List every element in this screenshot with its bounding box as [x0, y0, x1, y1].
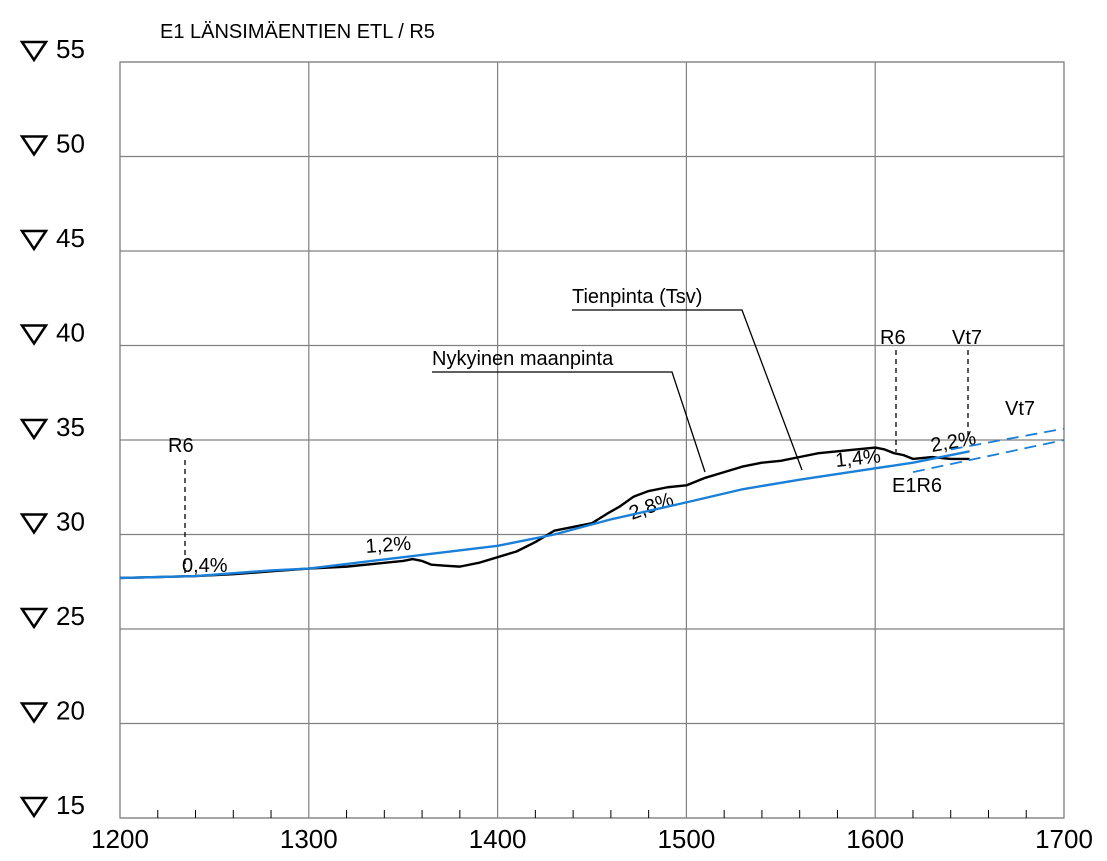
station-label: R6	[880, 327, 906, 349]
series-label: E1R6	[892, 475, 942, 497]
profile-line	[912, 439, 1065, 474]
y-tick-label: 55	[56, 34, 85, 64]
profile-line	[950, 427, 1065, 451]
x-tick-label: 1300	[280, 824, 338, 854]
level-symbol	[19, 702, 49, 724]
level-symbol	[19, 40, 49, 63]
x-tick-label: 1200	[91, 824, 149, 854]
y-tick-label: 15	[56, 790, 85, 820]
chart-title: E1 LÄNSIMÄENTIEN ETL / R5	[160, 21, 435, 43]
slope-label: 1,2%	[365, 533, 412, 558]
leader-line	[432, 371, 706, 473]
x-tick-label: 1600	[846, 824, 904, 854]
level-symbol	[19, 607, 49, 630]
leader-line	[572, 309, 803, 471]
level-symbol	[19, 796, 49, 819]
annotations	[184, 309, 969, 575]
profile-line	[119, 446, 970, 580]
x-tick-label: 1700	[1035, 824, 1093, 854]
profile-line	[119, 450, 970, 580]
x-tick-label: 1500	[657, 824, 715, 854]
axes: 15 20 25 30 35 40 45 50 55 1200 1300 1400 1500 1600 17…	[19, 34, 1093, 854]
y-tick-label: 50	[56, 129, 85, 159]
level-symbol	[19, 135, 49, 157]
level-symbol	[19, 324, 49, 346]
slope-label: 2,2%	[929, 427, 978, 457]
y-tick-label: 20	[56, 696, 85, 726]
y-tick-label: 35	[56, 412, 85, 442]
level-symbol	[19, 418, 49, 441]
series-label: Vt7	[1005, 398, 1035, 420]
y-tick-label: 30	[56, 507, 85, 537]
level-symbol	[19, 513, 49, 535]
level-symbol	[19, 229, 49, 252]
series-label: Tienpinta (Tsv)	[572, 286, 702, 308]
y-tick-label: 40	[56, 318, 85, 348]
slope-label: 0,4%	[182, 555, 228, 577]
station-label: Vt7	[952, 327, 982, 349]
y-tick-label: 25	[56, 601, 85, 631]
y-tick-label: 45	[56, 223, 85, 253]
x-tick-label: 1400	[469, 824, 527, 854]
series-label: Nykyinen maanpinta	[432, 348, 614, 370]
station-label: R6	[168, 435, 194, 457]
